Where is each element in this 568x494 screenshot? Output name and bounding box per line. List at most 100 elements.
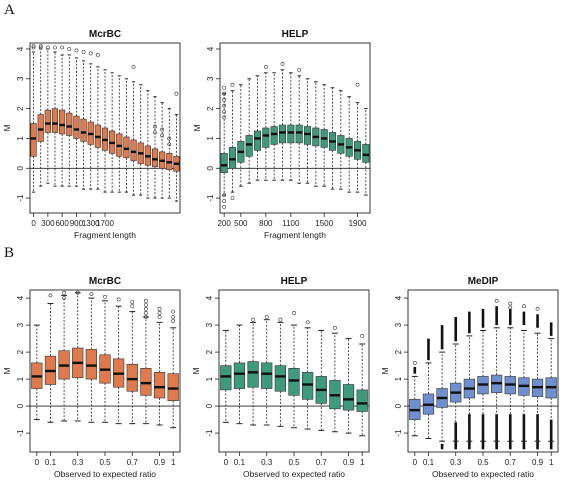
box-body: [126, 363, 138, 392]
y-tick-label: 0: [16, 165, 25, 170]
y-tick-label: -1: [16, 194, 25, 202]
box-14: [328, 87, 337, 190]
box-body: [73, 115, 80, 139]
box-body: [245, 135, 253, 157]
outlier-point: [251, 317, 255, 322]
outlier-point: [230, 82, 235, 87]
y-axis-label: M: [2, 124, 12, 131]
y-tick-label: 1: [206, 136, 215, 141]
box-5: [463, 311, 475, 450]
box-body: [274, 365, 286, 392]
box-13: [320, 84, 328, 187]
box-4: [245, 78, 253, 184]
outlier-point: [31, 44, 36, 48]
box-1: [409, 361, 421, 437]
box-body: [295, 124, 303, 144]
box-2: [44, 293, 57, 423]
box-6: [477, 308, 489, 450]
outlier-point: [222, 85, 227, 90]
outlier-point: [412, 361, 417, 365]
box-body: [80, 118, 87, 142]
box-body: [66, 112, 73, 136]
x-tick-label: 300: [41, 219, 55, 228]
box-11: [167, 309, 179, 429]
outlier-point: [116, 297, 121, 302]
outlier-point: [171, 309, 176, 314]
x-tick-label: 0.1: [423, 458, 435, 467]
outlier-point: [31, 45, 36, 50]
box-5: [59, 45, 66, 187]
y-tick-label: -1: [394, 429, 403, 437]
outlier-point: [174, 91, 179, 96]
y-tick-label: 3: [206, 76, 215, 81]
outlier-point: [144, 315, 148, 319]
box-15: [337, 90, 345, 190]
box-7: [113, 297, 125, 425]
chart-a-mcrbc: McrBC -1 0 1 2 3 4 M 0 300 600 900 1300 1700 Fragment …: [0, 25, 190, 255]
chart-title: McrBC: [89, 29, 121, 40]
box-body: [278, 124, 287, 144]
outlier-point: [355, 82, 360, 87]
y-tick-label: 4: [16, 295, 25, 300]
x-tick-label: 0.3: [261, 458, 273, 467]
y-tick-label: -1: [16, 429, 25, 437]
box-body: [261, 362, 273, 389]
box-body: [130, 139, 137, 162]
box-7: [73, 48, 80, 187]
outlier-point: [167, 136, 172, 141]
y-tick-label: 1: [205, 376, 214, 381]
outlier-point: [297, 67, 302, 72]
outlier-point: [292, 311, 296, 315]
outlier-point: [222, 205, 227, 209]
outlier-point: [153, 124, 157, 129]
outlier-point: [157, 307, 162, 311]
box-8: [278, 61, 287, 181]
x-tick-label: 1100: [282, 219, 300, 228]
box-body: [220, 365, 232, 391]
x-tick-label: 0.3: [72, 458, 84, 467]
box-10: [342, 338, 355, 434]
box-19: [159, 102, 166, 199]
x-axis-label: Observed to expected ratio: [54, 469, 156, 479]
panel-label-a: A: [4, 2, 15, 18]
box-body: [342, 384, 355, 411]
outlier-point: [222, 109, 227, 114]
outlier-point: [280, 61, 285, 66]
y-tick-label: 4: [16, 46, 25, 51]
box-17: [144, 90, 151, 199]
box-6: [66, 47, 73, 187]
y-tick-label: -1: [206, 194, 215, 202]
outlier-point: [74, 48, 79, 53]
outlier-point: [131, 64, 136, 69]
box-10: [531, 307, 544, 450]
y-tick-label: 1: [16, 376, 25, 381]
box-9: [518, 304, 530, 450]
chart-svg: MeDIP -1 0 1 2 3 4 M 0 0.1 0.3 0.5 0.7 0.9 1 Observed t…: [380, 276, 559, 479]
outlier-point: [535, 307, 540, 311]
x-tick-label: 900: [70, 219, 84, 228]
outlier-point: [157, 315, 162, 319]
box-15: [130, 64, 137, 196]
y-tick-label: -1: [205, 429, 214, 437]
y-tick-label: 3: [16, 322, 25, 327]
outlier-point: [48, 293, 53, 298]
y-tick-label: 4: [394, 295, 403, 300]
box-11: [356, 334, 368, 437]
outlier-point: [62, 296, 66, 301]
box-3: [247, 317, 259, 426]
outlier-point: [103, 294, 107, 299]
box-6: [288, 311, 300, 429]
box-16: [137, 84, 144, 196]
box-body: [220, 153, 228, 174]
chart-a-help: HELP -1 0 1 2 3 4 M 200 500 800 1100 1500 1900 Fragmen…: [190, 25, 380, 255]
box-9: [287, 72, 295, 181]
x-tick-label: 0: [413, 458, 418, 467]
outlier-point: [144, 302, 148, 307]
x-tick-label: 0.9: [532, 458, 544, 467]
x-tick-label: 0.7: [316, 458, 328, 467]
box-body: [247, 361, 259, 388]
box-8: [80, 50, 87, 190]
box-body: [140, 368, 152, 396]
box-body: [44, 109, 51, 133]
box-7: [270, 72, 278, 181]
